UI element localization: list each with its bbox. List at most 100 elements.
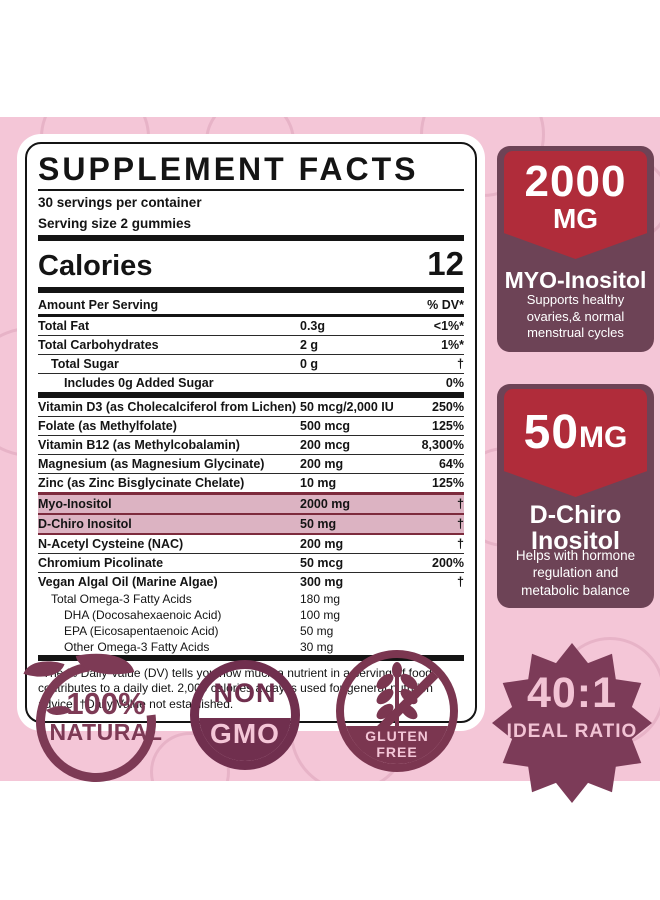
nutrient-dv: 250%	[432, 400, 464, 415]
nutrient-name: Folate (as Methylfolate)	[38, 419, 177, 434]
table-row: Vegan Algal Oil (Marine Algae) 300 mg †	[38, 573, 464, 591]
dchiro-unit: MG	[579, 421, 628, 454]
table-row: Other Omega-3 Fatty Acids 30 mg	[38, 639, 464, 662]
nutrient-dv: †	[457, 575, 464, 590]
natural-seal: 100% NATURAL	[11, 637, 182, 807]
ratio-value: 40:1	[526, 669, 618, 717]
nutrient-amount: 100 mg	[300, 608, 341, 623]
nutrient-amount: 50 mg	[300, 624, 334, 639]
non-gmo-seal: NON GMO	[190, 660, 300, 770]
nutrient-amount: 2 g	[300, 338, 319, 353]
facts-rows: Total Fat 0.3g <1%* Total Carbohydrates …	[38, 317, 464, 662]
nutrient-amount: 180 mg	[300, 592, 341, 607]
table-row: Myo-Inositol 2000 mg †	[38, 495, 464, 516]
nutrient-dv: 8,300%	[421, 438, 464, 453]
starburst-icon	[492, 643, 652, 803]
table-row: Magnesium (as Magnesium Glycinate) 200 m…	[38, 455, 464, 475]
dchiro-inositol-badge: 50 MG D-Chiro Inositol Helps with hormon…	[497, 384, 654, 608]
nutrient-amount: 50 mg	[300, 517, 337, 532]
nutrient-name: Myo-Inositol	[38, 497, 112, 512]
table-row: Includes 0g Added Sugar 0%	[38, 374, 464, 399]
table-row: Folate (as Methylfolate) 500 mcg 125%	[38, 417, 464, 437]
myo-amount: 2000	[524, 157, 627, 206]
nutrient-dv: 125%	[432, 476, 464, 491]
ratio-label: IDEAL RATIO	[506, 721, 638, 742]
nutrient-dv: 64%	[438, 457, 464, 472]
nutrient-name: EPA (Eicosapentaenoic Acid)	[64, 624, 219, 639]
nutrient-amount: 200 mg	[300, 457, 344, 472]
nutrient-dv: †	[457, 517, 464, 532]
nutrient-name: Total Fat	[38, 319, 90, 334]
panel-title: SUPPLEMENT FACTS	[38, 151, 464, 191]
gluten-label: GLUTEN	[365, 727, 429, 744]
nutrient-name: N-Acetyl Cysteine (NAC)	[38, 537, 184, 552]
nutrient-dv: †	[457, 537, 464, 552]
ratio-text: 40:1 IDEAL RATIO	[484, 640, 660, 743]
table-row: N-Acetyl Cysteine (NAC) 200 mg †	[38, 535, 464, 555]
nutrient-name: Vitamin B12 (as Methylcobalamin)	[38, 438, 240, 453]
nutrient-amount: 0 g	[300, 357, 319, 372]
table-row: Total Carbohydrates 2 g 1%*	[38, 336, 464, 356]
nutrient-amount: 500 mcg	[300, 419, 351, 434]
natural-percent: 100%	[66, 686, 146, 721]
nutrient-amount: 200 mcg	[300, 438, 351, 453]
nutrient-amount: 50 mcg/2,000 IU	[300, 400, 394, 415]
dchiro-name: D-Chiro Inositol	[529, 501, 622, 556]
nutrient-dv: 1%*	[441, 338, 464, 353]
nutrient-name: Total Carbohydrates	[38, 338, 159, 353]
nutrient-amount: 200 mg	[300, 537, 344, 552]
myo-description: Supports healthy ovaries,& normal menstr…	[526, 292, 625, 341]
nutrient-name: Chromium Picolinate	[38, 556, 164, 571]
nutrient-dv: 200%	[432, 556, 464, 571]
gmo-label: GMO	[199, 717, 291, 761]
nutrient-name: Includes 0g Added Sugar	[64, 376, 214, 391]
nutrient-name: Total Omega-3 Fatty Acids	[51, 592, 192, 607]
table-row: DHA (Docosahexaenoic Acid) 100 mg	[38, 607, 464, 623]
dchiro-amount: 50	[523, 406, 580, 459]
table-row: EPA (Eicosapentaenoic Acid) 50 mg	[38, 623, 464, 639]
wheat-icon	[344, 658, 450, 764]
table-row: Zinc (as Zinc Bisglycinate Chelate) 10 m…	[38, 474, 464, 496]
wheat-bud	[392, 662, 402, 678]
free-label: FREE	[376, 743, 418, 760]
table-row: Vitamin D3 (as Cholecalciferol from Lich…	[38, 398, 464, 418]
wheat-stem	[395, 668, 399, 730]
nutrient-amount: 50 mcg	[300, 556, 344, 571]
nutrient-name: Vegan Algal Oil (Marine Algae)	[38, 575, 218, 590]
amount-per-serving-label: Amount Per Serving	[38, 298, 159, 313]
ratio-seal: 40:1 IDEAL RATIO	[484, 640, 660, 806]
nutrient-dv: †	[457, 357, 464, 372]
table-row: Total Sugar 0 g †	[38, 355, 464, 375]
natural-text: 100% NATURAL	[48, 688, 164, 745]
nutrient-name: D-Chiro Inositol	[38, 517, 132, 532]
nutrient-amount: 300 mg	[300, 575, 344, 590]
divider-bar	[38, 287, 464, 294]
nutrient-name: Other Omega-3 Fatty Acids	[64, 640, 210, 655]
myo-inositol-badge: 2000 MG MYO-Inositol Supports healthy ov…	[497, 146, 654, 352]
myo-unit: MG	[552, 203, 599, 234]
nutrient-name: Zinc (as Zinc Bisglycinate Chelate)	[38, 476, 245, 491]
table-row: D-Chiro Inositol 50 mg †	[38, 515, 464, 536]
dchiro-description: Helps with hormone regulation and metabo…	[515, 548, 636, 598]
nutrient-dv: 0%	[445, 376, 464, 391]
nutrient-dv: 125%	[432, 419, 464, 434]
nutrient-dv: <1%*	[433, 319, 464, 334]
myo-amount-banner: 2000 MG	[504, 151, 647, 259]
divider-bar	[38, 235, 464, 242]
nutrient-name: Total Sugar	[51, 357, 119, 372]
nutrient-dv: †	[457, 497, 464, 512]
gluten-free-seal: GLUTEN FREE	[336, 650, 458, 772]
nutrient-name: DHA (Docosahexaenoic Acid)	[64, 608, 222, 623]
nutrient-name: Magnesium (as Magnesium Glycinate)	[38, 457, 265, 472]
serving-size: Serving size 2 gummies	[38, 215, 192, 231]
table-row: Total Omega-3 Fatty Acids 180 mg	[38, 591, 464, 607]
nutrient-name: Vitamin D3 (as Cholecalciferol from Lich…	[38, 400, 297, 415]
natural-label: NATURAL	[49, 719, 163, 745]
nutrient-amount: 30 mg	[300, 640, 334, 655]
dv-header-label: % DV*	[427, 298, 464, 313]
non-label: NON	[213, 677, 277, 708]
nutrient-amount: 10 mg	[300, 476, 337, 491]
table-row: Total Fat 0.3g <1%*	[38, 317, 464, 337]
table-header-row: Amount Per Serving % DV*	[38, 296, 464, 318]
